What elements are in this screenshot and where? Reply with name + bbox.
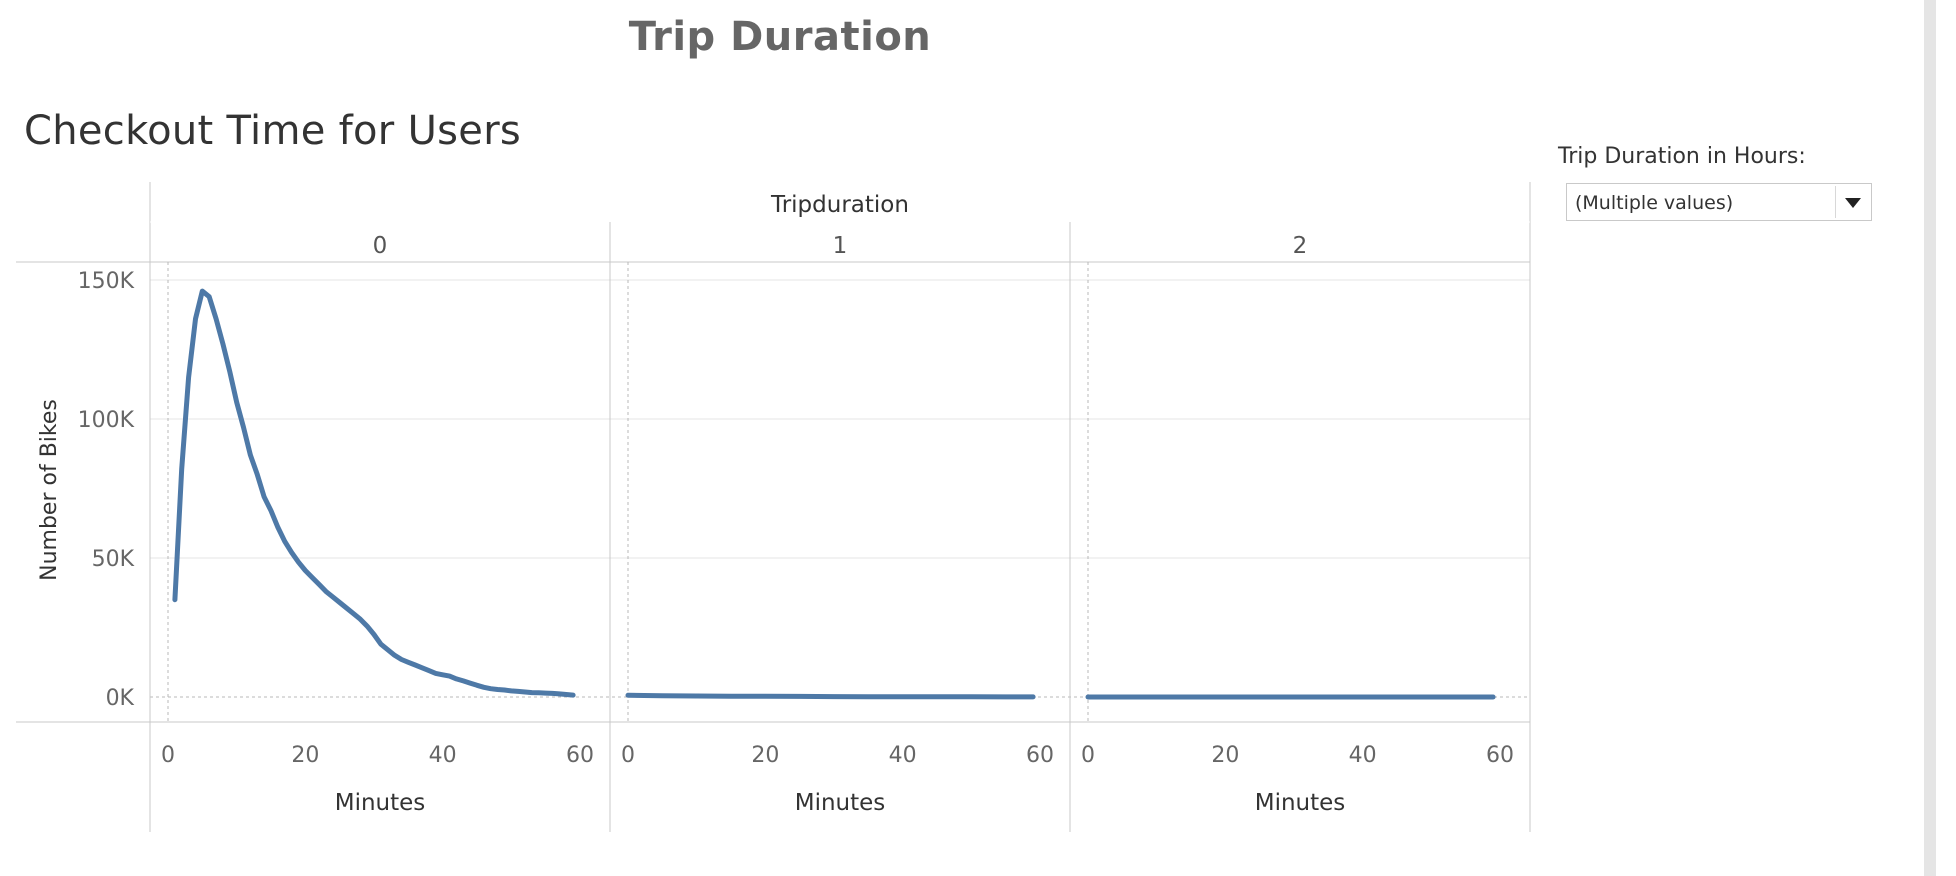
x-tick-label: 40: [429, 743, 457, 768]
filter-title: Trip Duration in Hours:: [1558, 144, 1806, 169]
x-tick-label: 60: [1486, 743, 1514, 768]
x-axis-title: Minutes: [335, 790, 426, 816]
y-tick-label: 0K: [106, 686, 135, 711]
panel-label-2: 2: [1293, 233, 1308, 259]
series-line-panel-1[interactable]: [625, 692, 1036, 700]
dropdown-separator: [1835, 186, 1836, 218]
scrollbar-margin: [1936, 0, 1956, 876]
x-tick-label: 40: [1349, 743, 1377, 768]
x-tick-label: 20: [751, 743, 779, 768]
x-tick-label: 0: [161, 743, 175, 768]
facet-header-label: Tripduration: [770, 192, 909, 218]
dashboard-title: Trip Duration: [628, 14, 932, 60]
x-tick-label: 20: [1211, 743, 1239, 768]
panel-label-0: 0: [373, 233, 388, 259]
sheet-title: Checkout Time for Users: [24, 108, 522, 154]
x-tick-label: 60: [1026, 743, 1054, 768]
x-axis-title: Minutes: [1255, 790, 1346, 816]
trip-duration-chart: 0K 50K 100K 150K Tripduration Number of Bikes…: [16, 182, 1531, 832]
x-tick-label: 0: [1081, 743, 1095, 768]
y-tick-label: 100K: [78, 408, 135, 433]
x-tick-label: 60: [566, 743, 594, 768]
panel-label-1: 1: [833, 233, 848, 259]
dropdown-arrow-icon[interactable]: [1845, 198, 1861, 208]
y-tick-label: 150K: [78, 269, 135, 294]
x-tick-label: 40: [889, 743, 917, 768]
series-line-panel-0[interactable]: [172, 288, 576, 698]
y-tick-label: 50K: [92, 547, 135, 572]
x-axis-title: Minutes: [795, 790, 886, 816]
x-tick-label: 0: [621, 743, 635, 768]
vertical-scrollbar[interactable]: [1924, 0, 1936, 876]
x-tick-label: 20: [291, 743, 319, 768]
filter-selected-value: (Multiple values): [1575, 192, 1734, 214]
y-axis-title: Number of Bikes: [37, 399, 62, 581]
trip-duration-filter-dropdown[interactable]: (Multiple values): [1566, 183, 1872, 221]
